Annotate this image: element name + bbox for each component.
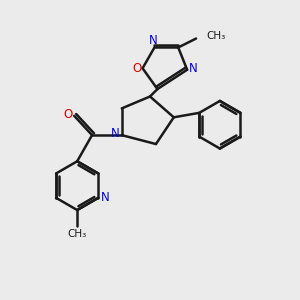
Text: N: N	[101, 191, 110, 204]
Text: O: O	[63, 108, 72, 121]
Text: N: N	[189, 62, 198, 75]
Text: N: N	[111, 127, 120, 140]
Text: CH₃: CH₃	[206, 31, 226, 41]
Text: N: N	[148, 34, 157, 47]
Text: CH₃: CH₃	[68, 229, 87, 239]
Text: O: O	[133, 62, 142, 75]
